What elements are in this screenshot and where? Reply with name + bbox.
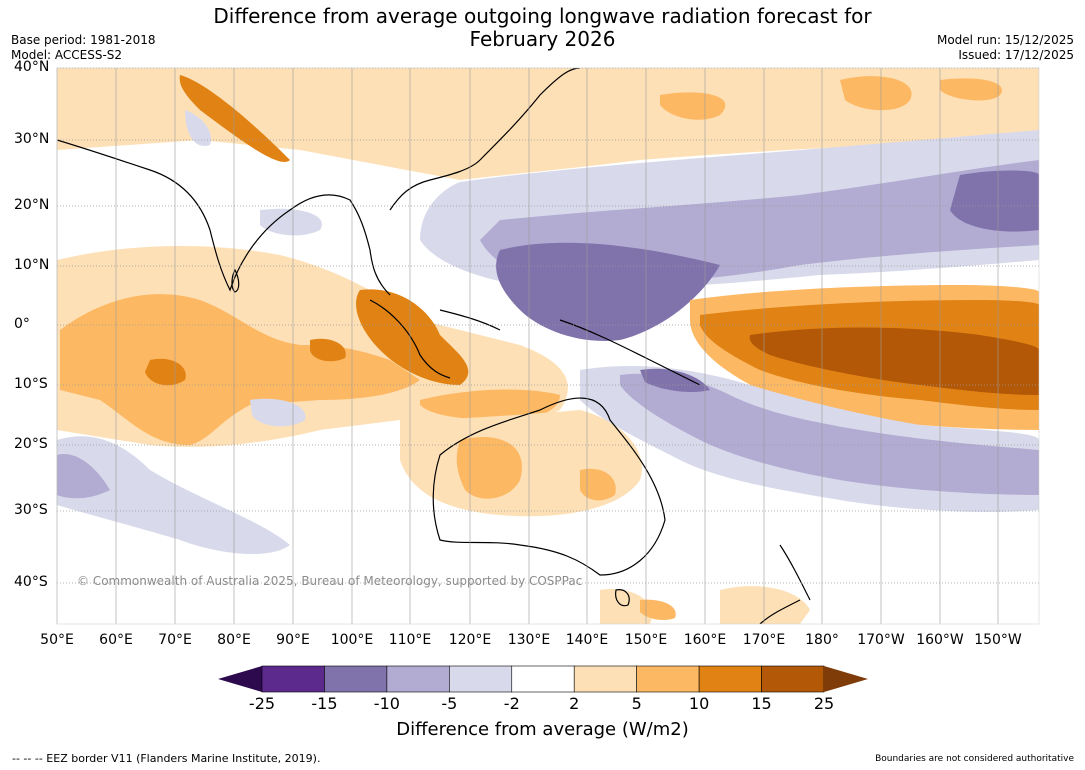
longitude-label: 160°E: [683, 632, 727, 648]
model-name: Model: ACCESS-S2: [11, 48, 123, 62]
colorbar-tick-label: -15: [311, 694, 338, 713]
coastlines: [57, 68, 811, 624]
new-zealand-coastline: [759, 544, 811, 624]
longitude-label: 150°W: [974, 632, 1022, 648]
latitude-label: 40°N: [14, 59, 50, 75]
longitude-label: 60°E: [99, 632, 133, 648]
title-line-1: Difference from average outgoing longwav…: [213, 4, 872, 28]
colorbar-segment: [261, 665, 325, 693]
sri-lanka-coastline: [231, 268, 240, 293]
latitude-label: 30°N: [14, 131, 50, 147]
colorbar-tick-label: 5: [631, 694, 642, 713]
colorbar-segment: [573, 665, 637, 693]
longitude-label: 90°E: [276, 632, 310, 648]
colorbar-tick-label: 10: [688, 694, 710, 713]
colorbar-label: Difference from average (W/m2): [396, 719, 689, 740]
map-frame: [56, 67, 1040, 625]
colorbar-segment: [761, 665, 825, 693]
colorbar-extend-low: [218, 666, 262, 692]
colorbar-segment: [636, 665, 700, 693]
australia-coastline: [432, 397, 666, 576]
colorbar-segment: [698, 665, 762, 693]
longitude-label: 170°E: [742, 632, 786, 648]
colorbar-segment: [386, 665, 450, 693]
longitude-label: 170°W: [857, 632, 905, 648]
colorbar-segment: [324, 665, 388, 693]
longitude-label: 100°E: [330, 632, 374, 648]
tasmania-coastline: [615, 589, 630, 607]
model-run-date: Model run: 15/12/2025: [936, 33, 1074, 47]
colorbar-extend-high: [824, 666, 868, 692]
colorbar-tick-label: 25: [813, 694, 835, 713]
latitude-label: 40°S: [14, 574, 48, 590]
longitude-label: 130°E: [507, 632, 551, 648]
base-period: Base period: 1981-2018: [11, 33, 156, 47]
latitude-label: 20°S: [14, 436, 48, 452]
longitude-label: 120°E: [448, 632, 492, 648]
longitude-label: 80°E: [217, 632, 251, 648]
title-line-2: February 2026: [469, 27, 616, 51]
colorbar-tick-label: 2: [569, 694, 580, 713]
colorbar-tick-label: 15: [751, 694, 772, 713]
anomaly-shading: [57, 68, 1039, 624]
longitude-label: 160°W: [916, 632, 964, 648]
latitude-label: 0°: [14, 316, 30, 332]
longitude-label: 110°E: [388, 632, 432, 648]
latitude-label: 10°N: [14, 257, 50, 273]
boundaries-disclaimer: Boundaries are not considered authoritat…: [875, 754, 1074, 764]
colorbar-tick-label: -10: [373, 694, 400, 713]
colorbar-segment: [511, 665, 575, 693]
latitude-label: 20°N: [14, 197, 50, 213]
copyright-notice: © Commonwealth of Australia 2025, Bureau…: [77, 574, 583, 588]
longitude-label: 70°E: [158, 632, 192, 648]
latitude-label: 30°S: [14, 502, 48, 518]
longitude-label: 140°E: [565, 632, 609, 648]
asia-coastline: [57, 68, 581, 296]
eez-note: -- -- -- EEZ border V11 (Flanders Marine…: [12, 752, 321, 765]
colorbar: [218, 665, 868, 693]
longitude-label: 180°: [805, 632, 839, 648]
colorbar-tick-label: -2: [503, 694, 520, 713]
colorbar-segment: [449, 665, 513, 693]
longitude-label: 150°E: [624, 632, 668, 648]
colorbar-tick-label: -5: [441, 694, 458, 713]
latitude-label: 10°S: [14, 376, 48, 392]
longitude-label: 50°E: [40, 632, 74, 648]
colorbar-tick-label: -25: [248, 694, 276, 713]
issued-date: Issued: 17/12/2025: [958, 48, 1074, 62]
